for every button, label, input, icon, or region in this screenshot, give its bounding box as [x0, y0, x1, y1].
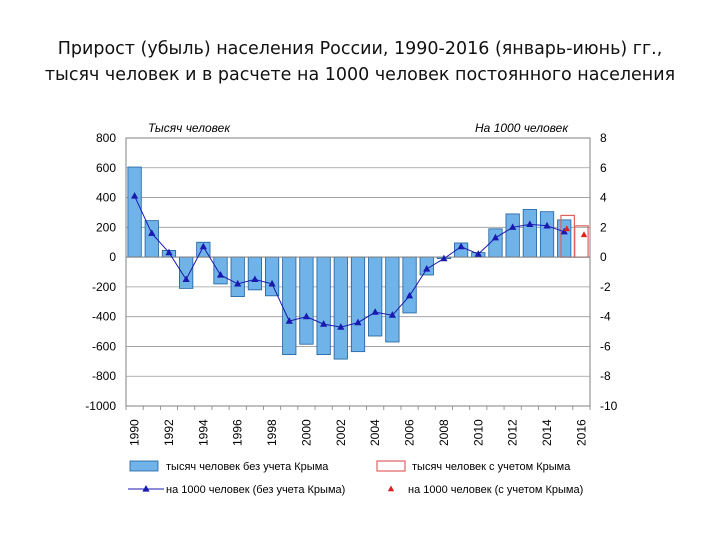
bar-without-crimea: [247, 256, 262, 291]
bar-without-crimea: [539, 211, 555, 258]
x-tick-label: 1994: [196, 419, 210, 446]
y-left-tick-label: -600: [92, 339, 116, 353]
y-left-tick-label: 800: [96, 131, 116, 145]
y-right-tick-label: 2: [600, 220, 607, 234]
bar-without-crimea: [230, 256, 245, 297]
bar-without-crimea: [522, 209, 537, 258]
x-tick-label: 2014: [540, 419, 554, 446]
legend-label-bar-with-crimea: тысяч человек с учетом Крыма: [412, 461, 571, 473]
rate-point-without-crimea: [182, 275, 190, 283]
y-right-tick-label: 8: [600, 131, 607, 145]
x-tick-label: 2012: [506, 419, 520, 446]
bar-without-crimea: [213, 256, 228, 285]
x-tick-label: 1990: [128, 419, 142, 446]
y-right-tick-label: -6: [600, 339, 611, 353]
rate-point-without-crimea: [354, 318, 362, 326]
rate-point-without-crimea: [423, 265, 431, 272]
y-left-tick-label: 200: [96, 220, 116, 234]
y-left-tick-label: 600: [96, 161, 116, 175]
rate-point-without-crimea: [268, 279, 276, 287]
y-left-tick-label: -1000: [85, 399, 116, 413]
rate-point-without-crimea: [320, 320, 328, 327]
y-right-tick-label: -2: [600, 280, 611, 294]
rate-point-without-crimea: [405, 291, 414, 299]
rate-point-without-crimea: [337, 323, 345, 330]
rate-point-without-crimea: [251, 275, 259, 283]
rate-point-without-crimea: [371, 308, 379, 315]
y-right-tick-label: 0: [600, 250, 607, 264]
bar-without-crimea: [299, 256, 314, 345]
y-right-tick-label: -8: [600, 369, 611, 383]
bar-without-crimea: [127, 166, 142, 258]
bar-without-crimea: [505, 213, 520, 258]
chart-title-line-2: тысяч человек и в расчете на 1000 челове…: [44, 65, 676, 85]
rate-point-without-crimea: [302, 312, 311, 320]
legend-label-bar-without-crimea: тысяч человек без учета Крыма: [166, 461, 329, 473]
bar-without-crimea: [316, 256, 331, 356]
rate-point-without-crimea: [285, 317, 293, 324]
y-left-tick-label: 400: [96, 191, 116, 205]
y-left-tick-label: -400: [92, 310, 116, 324]
rate-point-without-crimea: [165, 248, 173, 256]
rate-point-without-crimea: [543, 221, 551, 229]
chart-title: Прирост (убыль) населения России, 1990-2…: [0, 36, 720, 88]
legend-label-line-without-crimea: на 1000 человек (без учета Крыма): [166, 484, 345, 496]
legend-marker-with-crimea: [387, 485, 395, 492]
y-right-axis-label: На 1000 человек: [475, 121, 569, 135]
y-right-tick-label: -10: [600, 399, 618, 413]
y-right-tick-label: 6: [600, 161, 607, 175]
rate-point-without-crimea: [526, 220, 534, 227]
rate-point-without-crimea: [457, 242, 465, 250]
bar-without-crimea: [557, 219, 572, 258]
x-tick-label: 2008: [437, 419, 451, 446]
y-left-tick-label: -200: [92, 280, 116, 294]
bar-without-crimea: [402, 256, 417, 314]
bar-without-crimea: [282, 256, 297, 356]
legend-marker-line-without-crimea: [142, 485, 150, 492]
bar-without-crimea: [333, 256, 348, 360]
y-left-tick-label: -800: [92, 369, 116, 383]
y-right-tick-label: 4: [600, 191, 607, 205]
x-tick-label: 1998: [265, 419, 279, 446]
bar-without-crimea: [488, 228, 503, 258]
bar-without-crimea: [264, 256, 280, 297]
rate-point-with-crimea: [563, 225, 570, 232]
x-tick-label: 2004: [368, 419, 382, 446]
rate-point-without-crimea: [491, 233, 500, 241]
rate-point-without-crimea: [234, 279, 242, 287]
rate-point-without-crimea: [130, 192, 139, 199]
rate-point-without-crimea: [440, 254, 448, 262]
y-left-axis-label: Тысяч человек: [148, 121, 231, 135]
x-tick-label: 2006: [403, 419, 417, 446]
rate-point-without-crimea: [199, 242, 207, 250]
legend-label-marker-with-crimea: на 1000 человек (с учетом Крыма): [408, 484, 583, 496]
legend-swatch-bar-with-crimea: [376, 460, 406, 472]
rate-point-without-crimea: [388, 311, 396, 318]
y-right-tick-label: -4: [600, 310, 611, 324]
bar-without-crimea: [368, 256, 383, 337]
chart-title-line-1: Прирост (убыль) населения России, 1990-2…: [57, 39, 663, 59]
x-tick-label: 2016: [574, 419, 588, 446]
bar-without-crimea: [385, 256, 400, 343]
bar-without-crimea: [350, 256, 366, 353]
rate-line-without-crimea: [134, 195, 565, 328]
x-tick-label: 2002: [334, 419, 348, 446]
legend-swatch-bar-without-crimea: [129, 460, 159, 472]
rate-point-without-crimea: [474, 250, 482, 257]
rate-point-without-crimea: [509, 223, 517, 230]
x-tick-label: 1992: [162, 419, 176, 446]
x-tick-label: 2000: [299, 419, 313, 446]
rate-point-without-crimea: [148, 229, 156, 236]
rate-point-with-crimea: [580, 231, 588, 238]
rate-point-without-crimea: [216, 270, 225, 278]
x-tick-label: 1996: [231, 419, 245, 446]
x-tick-label: 2010: [471, 419, 485, 446]
y-left-tick-label: 0: [109, 250, 116, 264]
